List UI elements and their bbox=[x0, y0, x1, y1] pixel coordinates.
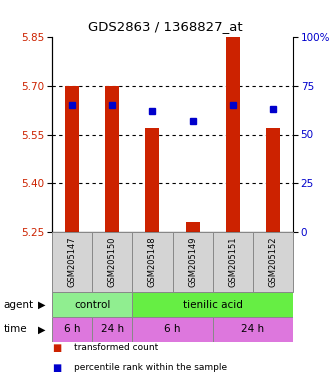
Bar bbox=[226, 35, 240, 232]
Text: percentile rank within the sample: percentile rank within the sample bbox=[73, 364, 227, 372]
FancyBboxPatch shape bbox=[132, 232, 172, 292]
FancyBboxPatch shape bbox=[52, 232, 92, 292]
FancyBboxPatch shape bbox=[213, 317, 293, 342]
Text: 6 h: 6 h bbox=[64, 324, 80, 334]
FancyBboxPatch shape bbox=[52, 292, 132, 317]
Text: GSM205147: GSM205147 bbox=[68, 237, 76, 287]
Text: GSM205148: GSM205148 bbox=[148, 237, 157, 287]
Bar bbox=[186, 222, 200, 232]
Text: ■: ■ bbox=[52, 363, 61, 373]
Text: 24 h: 24 h bbox=[241, 324, 264, 334]
Text: transformed count: transformed count bbox=[73, 344, 158, 353]
FancyBboxPatch shape bbox=[92, 317, 132, 342]
Bar bbox=[145, 128, 160, 232]
Text: GDS2863 / 1368827_at: GDS2863 / 1368827_at bbox=[88, 20, 243, 33]
Text: GSM205150: GSM205150 bbox=[108, 237, 117, 287]
Text: 6 h: 6 h bbox=[164, 324, 181, 334]
Text: 24 h: 24 h bbox=[101, 324, 124, 334]
FancyBboxPatch shape bbox=[52, 317, 92, 342]
Text: GSM205149: GSM205149 bbox=[188, 237, 197, 287]
FancyBboxPatch shape bbox=[172, 232, 213, 292]
Text: GSM205151: GSM205151 bbox=[228, 237, 237, 287]
Text: time: time bbox=[3, 324, 27, 334]
Text: tienilic acid: tienilic acid bbox=[183, 300, 243, 310]
Text: ▶: ▶ bbox=[38, 324, 45, 334]
FancyBboxPatch shape bbox=[213, 232, 253, 292]
Bar bbox=[105, 86, 119, 232]
Text: control: control bbox=[74, 300, 110, 310]
FancyBboxPatch shape bbox=[132, 292, 293, 317]
FancyBboxPatch shape bbox=[253, 232, 293, 292]
FancyBboxPatch shape bbox=[92, 232, 132, 292]
Bar bbox=[65, 86, 79, 232]
Text: agent: agent bbox=[3, 300, 33, 310]
Text: GSM205152: GSM205152 bbox=[268, 237, 277, 287]
Text: ▶: ▶ bbox=[38, 300, 45, 310]
Bar bbox=[266, 128, 280, 232]
FancyBboxPatch shape bbox=[132, 317, 213, 342]
Text: ■: ■ bbox=[52, 343, 61, 353]
